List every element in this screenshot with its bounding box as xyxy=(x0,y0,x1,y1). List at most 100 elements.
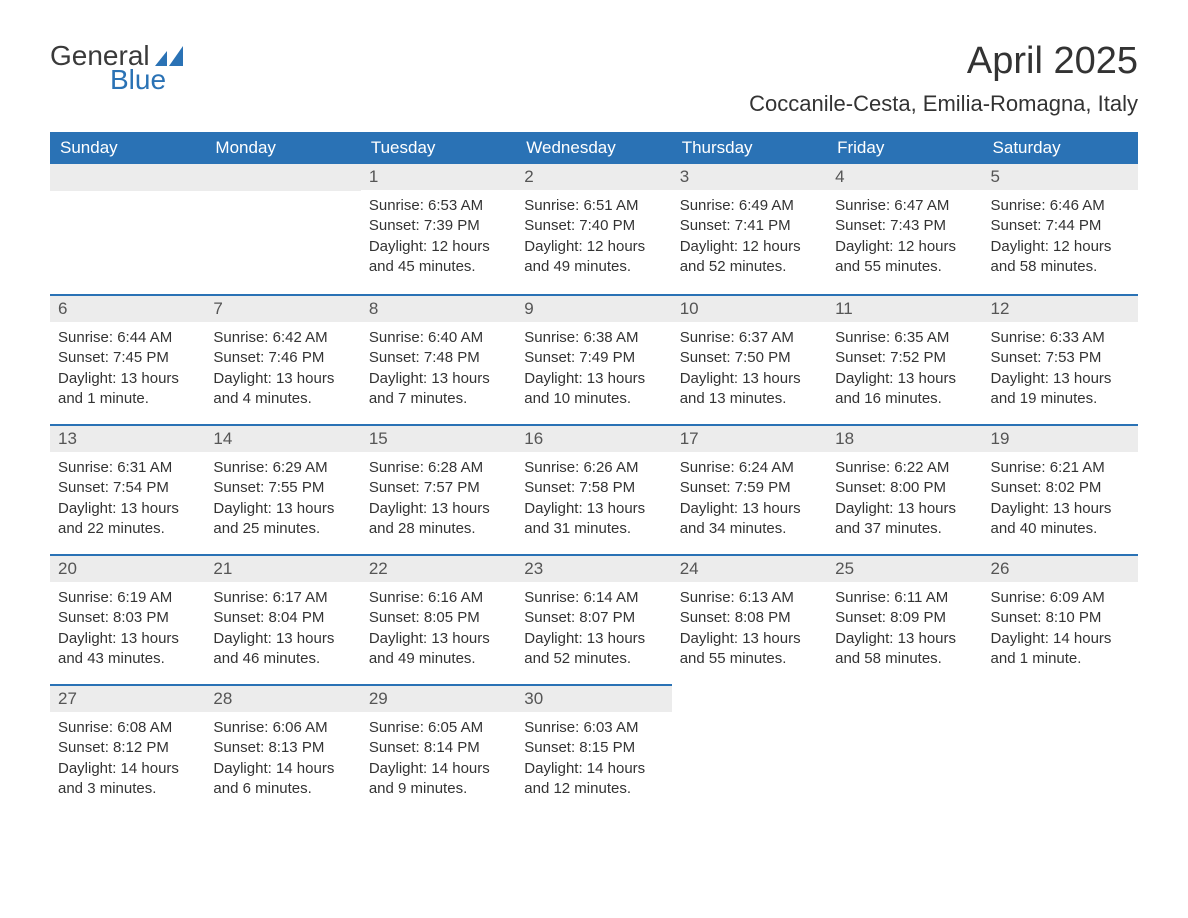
sunrise-text: Sunrise: 6:53 AM xyxy=(369,196,508,216)
daylight-text: Daylight: 13 hours and 40 minutes. xyxy=(991,499,1130,540)
day-number: 21 xyxy=(205,554,360,582)
sunrise-text: Sunrise: 6:14 AM xyxy=(524,588,663,608)
calendar-day-cell: 29Sunrise: 6:05 AMSunset: 8:14 PMDayligh… xyxy=(361,684,516,814)
weekday-header: Friday xyxy=(827,132,982,164)
sunset-text: Sunset: 7:52 PM xyxy=(835,348,974,368)
calendar-header-row: SundayMondayTuesdayWednesdayThursdayFrid… xyxy=(50,132,1138,164)
day-number: 23 xyxy=(516,554,671,582)
daylight-text: Daylight: 13 hours and 13 minutes. xyxy=(680,369,819,410)
sunrise-text: Sunrise: 6:11 AM xyxy=(835,588,974,608)
calendar-week-row: 6 Sunrise: 6:44 AMSunset: 7:45 PM Daylight… xyxy=(50,294,1138,424)
sunset-text: Sunset: 7:59 PM xyxy=(680,478,819,498)
day-content: Sunrise: 6:11 AMSunset: 8:09 PMDaylight:… xyxy=(827,582,982,675)
logo-flag-icon xyxy=(155,46,195,66)
day-content: Sunrise: 6:16 AMSunset: 8:05 PMDaylight:… xyxy=(361,582,516,675)
sunrise-text: Sunrise: 6:24 AM xyxy=(680,458,819,478)
sunset-text: Sunset: 7:41 PM xyxy=(680,216,819,236)
sunrise-text: Sunrise: 6:46 AM xyxy=(991,196,1130,216)
sunset-text: Sunset: 7:45 PM xyxy=(58,348,197,368)
day-number: 12 xyxy=(983,294,1138,322)
sunset-text: Sunset: 7:49 PM xyxy=(524,348,663,368)
calendar-week-row: 13Sunrise: 6:31 AMSunset: 7:54 PMDayligh… xyxy=(50,424,1138,554)
daylight-text: Daylight: 13 hours and 43 minutes. xyxy=(58,629,197,670)
calendar-body: 1Sunrise: 6:53 AMSunset: 7:39 PMDaylight… xyxy=(50,164,1138,814)
day-content: Sunrise: 6:46 AMSunset: 7:44 PMDaylight:… xyxy=(983,190,1138,283)
weekday-header: Sunday xyxy=(50,132,205,164)
day-content: Sunrise: 6:51 AMSunset: 7:40 PMDaylight:… xyxy=(516,190,671,283)
day-number: 1 xyxy=(361,164,516,190)
day-number: 20 xyxy=(50,554,205,582)
daylight-text: Daylight: 14 hours and 6 minutes. xyxy=(213,759,352,800)
sunset-text: Sunset: 8:03 PM xyxy=(58,608,197,628)
day-number xyxy=(205,164,360,191)
calendar-day-cell: 24Sunrise: 6:13 AMSunset: 8:08 PMDayligh… xyxy=(672,554,827,684)
day-number: 26 xyxy=(983,554,1138,582)
sunrise-text: Sunrise: 6:28 AM xyxy=(369,458,508,478)
day-content: Sunrise: 6:40 AMSunset: 7:48 PMDaylight:… xyxy=(361,322,516,415)
sunset-text: Sunset: 8:10 PM xyxy=(991,608,1130,628)
sunset-text: Sunset: 7:54 PM xyxy=(58,478,197,498)
sunrise-text: Sunrise: 6:37 AM xyxy=(680,328,819,348)
sunset-text: Sunset: 7:43 PM xyxy=(835,216,974,236)
calendar-day-cell: 7Sunrise: 6:42 AMSunset: 7:46 PMDaylight… xyxy=(205,294,360,424)
calendar-day-cell: 11Sunrise: 6:35 AMSunset: 7:52 PMDayligh… xyxy=(827,294,982,424)
day-number: 7 xyxy=(205,294,360,322)
daylight-text: Daylight: 13 hours and 19 minutes. xyxy=(991,369,1130,410)
calendar-day-cell: 20 Sunrise: 6:19 AMSunset: 8:03 PMDayligh… xyxy=(50,554,205,684)
day-content: Sunrise: 6:14 AMSunset: 8:07 PMDaylight:… xyxy=(516,582,671,675)
day-number: 22 xyxy=(361,554,516,582)
calendar-day-cell: 26Sunrise: 6:09 AMSunset: 8:10 PMDayligh… xyxy=(983,554,1138,684)
day-content: Sunrise: 6:37 AMSunset: 7:50 PMDaylight:… xyxy=(672,322,827,415)
sunrise-text: Sunrise: 6:06 AM xyxy=(213,718,352,738)
calendar-day-cell: 19Sunrise: 6:21 AMSunset: 8:02 PMDayligh… xyxy=(983,424,1138,554)
day-content: Sunrise: 6:22 AMSunset: 8:00 PMDaylight:… xyxy=(827,452,982,545)
calendar-week-row: 27Sunrise: 6:08 AMSunset: 8:12 PMDayligh… xyxy=(50,684,1138,814)
daylight-text: Daylight: 13 hours and 28 minutes. xyxy=(369,499,508,540)
weekday-header: Tuesday xyxy=(361,132,516,164)
calendar-table: SundayMondayTuesdayWednesdayThursdayFrid… xyxy=(50,132,1138,814)
daylight-text: Daylight: 13 hours and 10 minutes. xyxy=(524,369,663,410)
calendar-day-cell: 17Sunrise: 6:24 AMSunset: 7:59 PMDayligh… xyxy=(672,424,827,554)
day-content: Sunrise: 6:21 AMSunset: 8:02 PMDaylight:… xyxy=(983,452,1138,545)
sunrise-text: Sunrise: 6:19 AM xyxy=(58,588,197,608)
sunset-text: Sunset: 7:53 PM xyxy=(991,348,1130,368)
sunrise-text: Sunrise: 6:44 AM xyxy=(58,328,197,348)
day-content: Sunrise: 6:17 AMSunset: 8:04 PMDaylight:… xyxy=(205,582,360,675)
calendar-day-cell: 8Sunrise: 6:40 AMSunset: 7:48 PMDaylight… xyxy=(361,294,516,424)
calendar-day-cell: 12Sunrise: 6:33 AMSunset: 7:53 PMDayligh… xyxy=(983,294,1138,424)
daylight-text: Daylight: 14 hours and 9 minutes. xyxy=(369,759,508,800)
calendar-day-cell: 15Sunrise: 6:28 AMSunset: 7:57 PMDayligh… xyxy=(361,424,516,554)
day-number: 28 xyxy=(205,684,360,712)
sunrise-text: Sunrise: 6:47 AM xyxy=(835,196,974,216)
sunrise-text: Sunrise: 6:29 AM xyxy=(213,458,352,478)
calendar-day-cell xyxy=(50,164,205,294)
day-number: 6 xyxy=(50,294,205,322)
day-content: Sunrise: 6:06 AMSunset: 8:13 PMDaylight:… xyxy=(205,712,360,805)
day-number: 10 xyxy=(672,294,827,322)
calendar-day-cell: 25Sunrise: 6:11 AMSunset: 8:09 PMDayligh… xyxy=(827,554,982,684)
daylight-text: Daylight: 13 hours and 7 minutes. xyxy=(369,369,508,410)
day-content: Sunrise: 6:33 AMSunset: 7:53 PMDaylight:… xyxy=(983,322,1138,415)
daylight-text: Daylight: 14 hours and 1 minute. xyxy=(991,629,1130,670)
day-content: Sunrise: 6:31 AMSunset: 7:54 PMDaylight:… xyxy=(50,452,205,545)
sunrise-text: Sunrise: 6:31 AM xyxy=(58,458,197,478)
sunset-text: Sunset: 8:14 PM xyxy=(369,738,508,758)
calendar-day-cell xyxy=(983,684,1138,814)
sunrise-text: Sunrise: 6:22 AM xyxy=(835,458,974,478)
day-number: 24 xyxy=(672,554,827,582)
header: General Blue April 2025 Coccanile-Cesta,… xyxy=(50,40,1138,117)
day-number: 2 xyxy=(516,164,671,190)
sunset-text: Sunset: 8:13 PM xyxy=(213,738,352,758)
sunrise-text: Sunrise: 6:03 AM xyxy=(524,718,663,738)
logo-text-blue: Blue xyxy=(110,64,166,96)
sunset-text: Sunset: 8:02 PM xyxy=(991,478,1130,498)
calendar-day-cell: 22Sunrise: 6:16 AMSunset: 8:05 PMDayligh… xyxy=(361,554,516,684)
day-content: Sunrise: 6:24 AMSunset: 7:59 PMDaylight:… xyxy=(672,452,827,545)
sunset-text: Sunset: 8:04 PM xyxy=(213,608,352,628)
day-number xyxy=(50,164,205,191)
sunrise-text: Sunrise: 6:26 AM xyxy=(524,458,663,478)
day-content: Sunrise: 6:03 AMSunset: 8:15 PMDaylight:… xyxy=(516,712,671,805)
day-content: Sunrise: 6:26 AMSunset: 7:58 PMDaylight:… xyxy=(516,452,671,545)
day-content: Sunrise: 6:49 AMSunset: 7:41 PMDaylight:… xyxy=(672,190,827,283)
sunrise-text: Sunrise: 6:16 AM xyxy=(369,588,508,608)
